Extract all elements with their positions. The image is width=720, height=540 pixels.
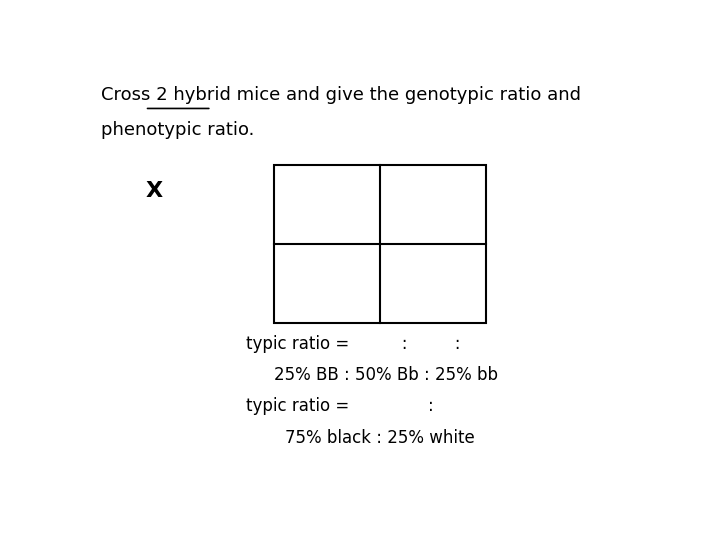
Text: typic ratio =               :: typic ratio = : [246, 397, 434, 415]
Text: X: X [145, 181, 163, 201]
Text: 75% black : 25% white: 75% black : 25% white [285, 429, 475, 447]
Bar [274, 165, 486, 322]
Text: phenotypic ratio.: phenotypic ratio. [101, 121, 255, 139]
Text: typic ratio =          :         :: typic ratio = : : [246, 335, 461, 353]
Text: 25% BB : 50% Bb : 25% bb: 25% BB : 50% Bb : 25% bb [274, 366, 498, 384]
Text: Cross 2 hybrid mice and give the genotypic ratio and: Cross 2 hybrid mice and give the genotyp… [101, 85, 581, 104]
